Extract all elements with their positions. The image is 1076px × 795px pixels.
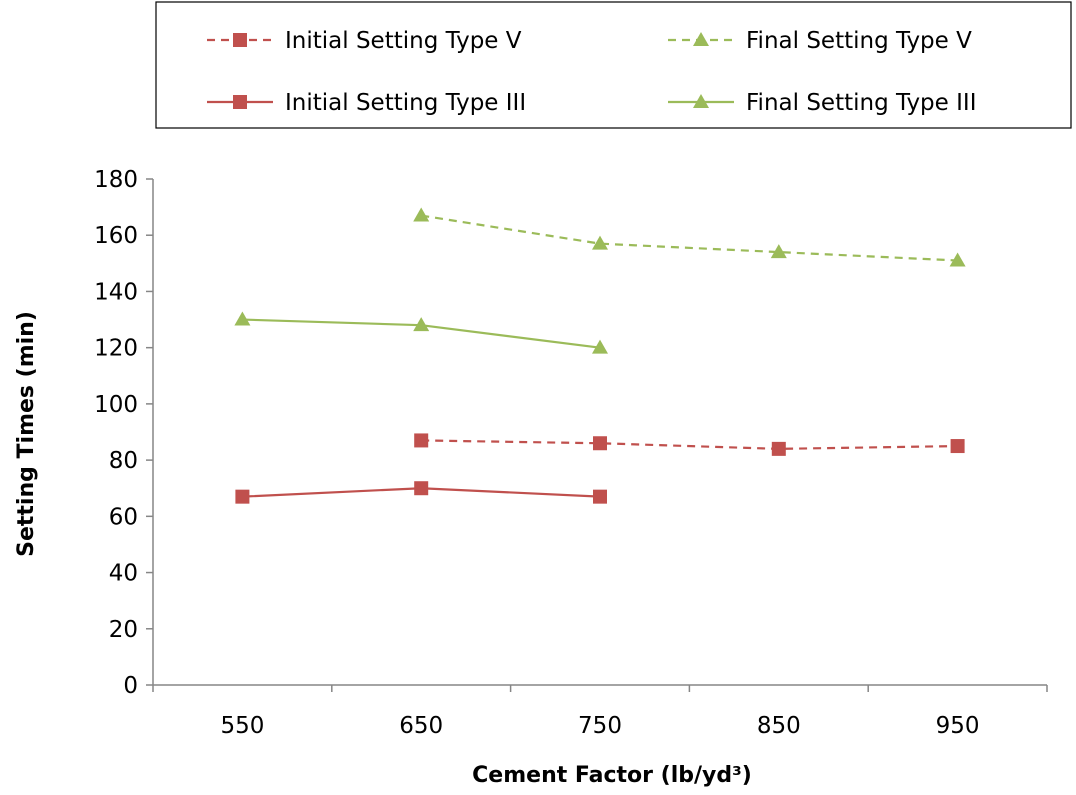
- data-point: [235, 489, 250, 504]
- legend-label: Initial Setting Type V: [285, 28, 522, 54]
- y-tick-label: 40: [109, 561, 138, 587]
- y-tick-label: 120: [94, 336, 138, 362]
- y-tick-label: 0: [123, 673, 138, 699]
- series-3: [234, 311, 608, 354]
- y-tick-label: 140: [94, 279, 138, 305]
- data-point: [593, 436, 607, 451]
- axes: 0 20 40 60 80 100 120 140 160 180 550 650 750 850 950: [94, 167, 1048, 739]
- y-tick-label: 180: [94, 167, 138, 193]
- legend-label: Final Setting Type V: [746, 28, 972, 54]
- series-layer: [234, 207, 966, 504]
- data-point: [949, 252, 966, 267]
- legend-marker: [693, 32, 709, 46]
- series-line: [421, 214, 958, 262]
- x-tick-label: 950: [936, 713, 980, 739]
- series-0: [414, 433, 965, 456]
- data-point: [413, 207, 430, 222]
- legend-box: [155, 1, 1072, 129]
- data-point: [414, 433, 429, 448]
- data-point: [413, 317, 430, 332]
- legend: Initial Setting Type V Final Setting Type…: [155, 1, 1072, 129]
- legend-label: Initial Setting Type III: [285, 90, 526, 116]
- legend-item: Final Setting Type V: [668, 28, 972, 54]
- data-point: [592, 339, 608, 354]
- y-axis-title: Setting Times (min): [14, 311, 39, 557]
- y-tick-label: 80: [109, 448, 138, 474]
- legend-marker: [693, 94, 709, 108]
- series-1: [413, 207, 966, 267]
- data-point: [771, 441, 786, 456]
- series-2: [235, 481, 607, 504]
- series-line: [421, 439, 958, 450]
- data-point: [770, 244, 787, 259]
- x-tick-label: 750: [578, 713, 622, 739]
- data-point: [592, 235, 608, 250]
- y-tick-label: 20: [109, 617, 138, 643]
- y-tick-label: 100: [94, 392, 138, 418]
- x-tick-label: 550: [220, 713, 264, 739]
- legend-marker: [233, 95, 247, 109]
- x-tick-label: 650: [399, 713, 443, 739]
- data-point: [593, 489, 607, 504]
- legend-label: Final Setting Type III: [746, 90, 976, 116]
- data-point: [950, 439, 965, 454]
- legend-item: Initial Setting Type V: [207, 28, 522, 54]
- data-point: [234, 311, 251, 326]
- x-axis-title: Cement Factor (lb/yd³): [472, 763, 752, 788]
- legend-item: Final Setting Type III: [668, 90, 976, 116]
- y-tick-label: 60: [109, 504, 138, 530]
- legend-marker: [233, 33, 247, 47]
- x-tick-label: 850: [757, 713, 801, 739]
- y-tick-label: 160: [94, 223, 138, 249]
- legend-item: Initial Setting Type III: [207, 90, 526, 116]
- data-point: [414, 481, 429, 496]
